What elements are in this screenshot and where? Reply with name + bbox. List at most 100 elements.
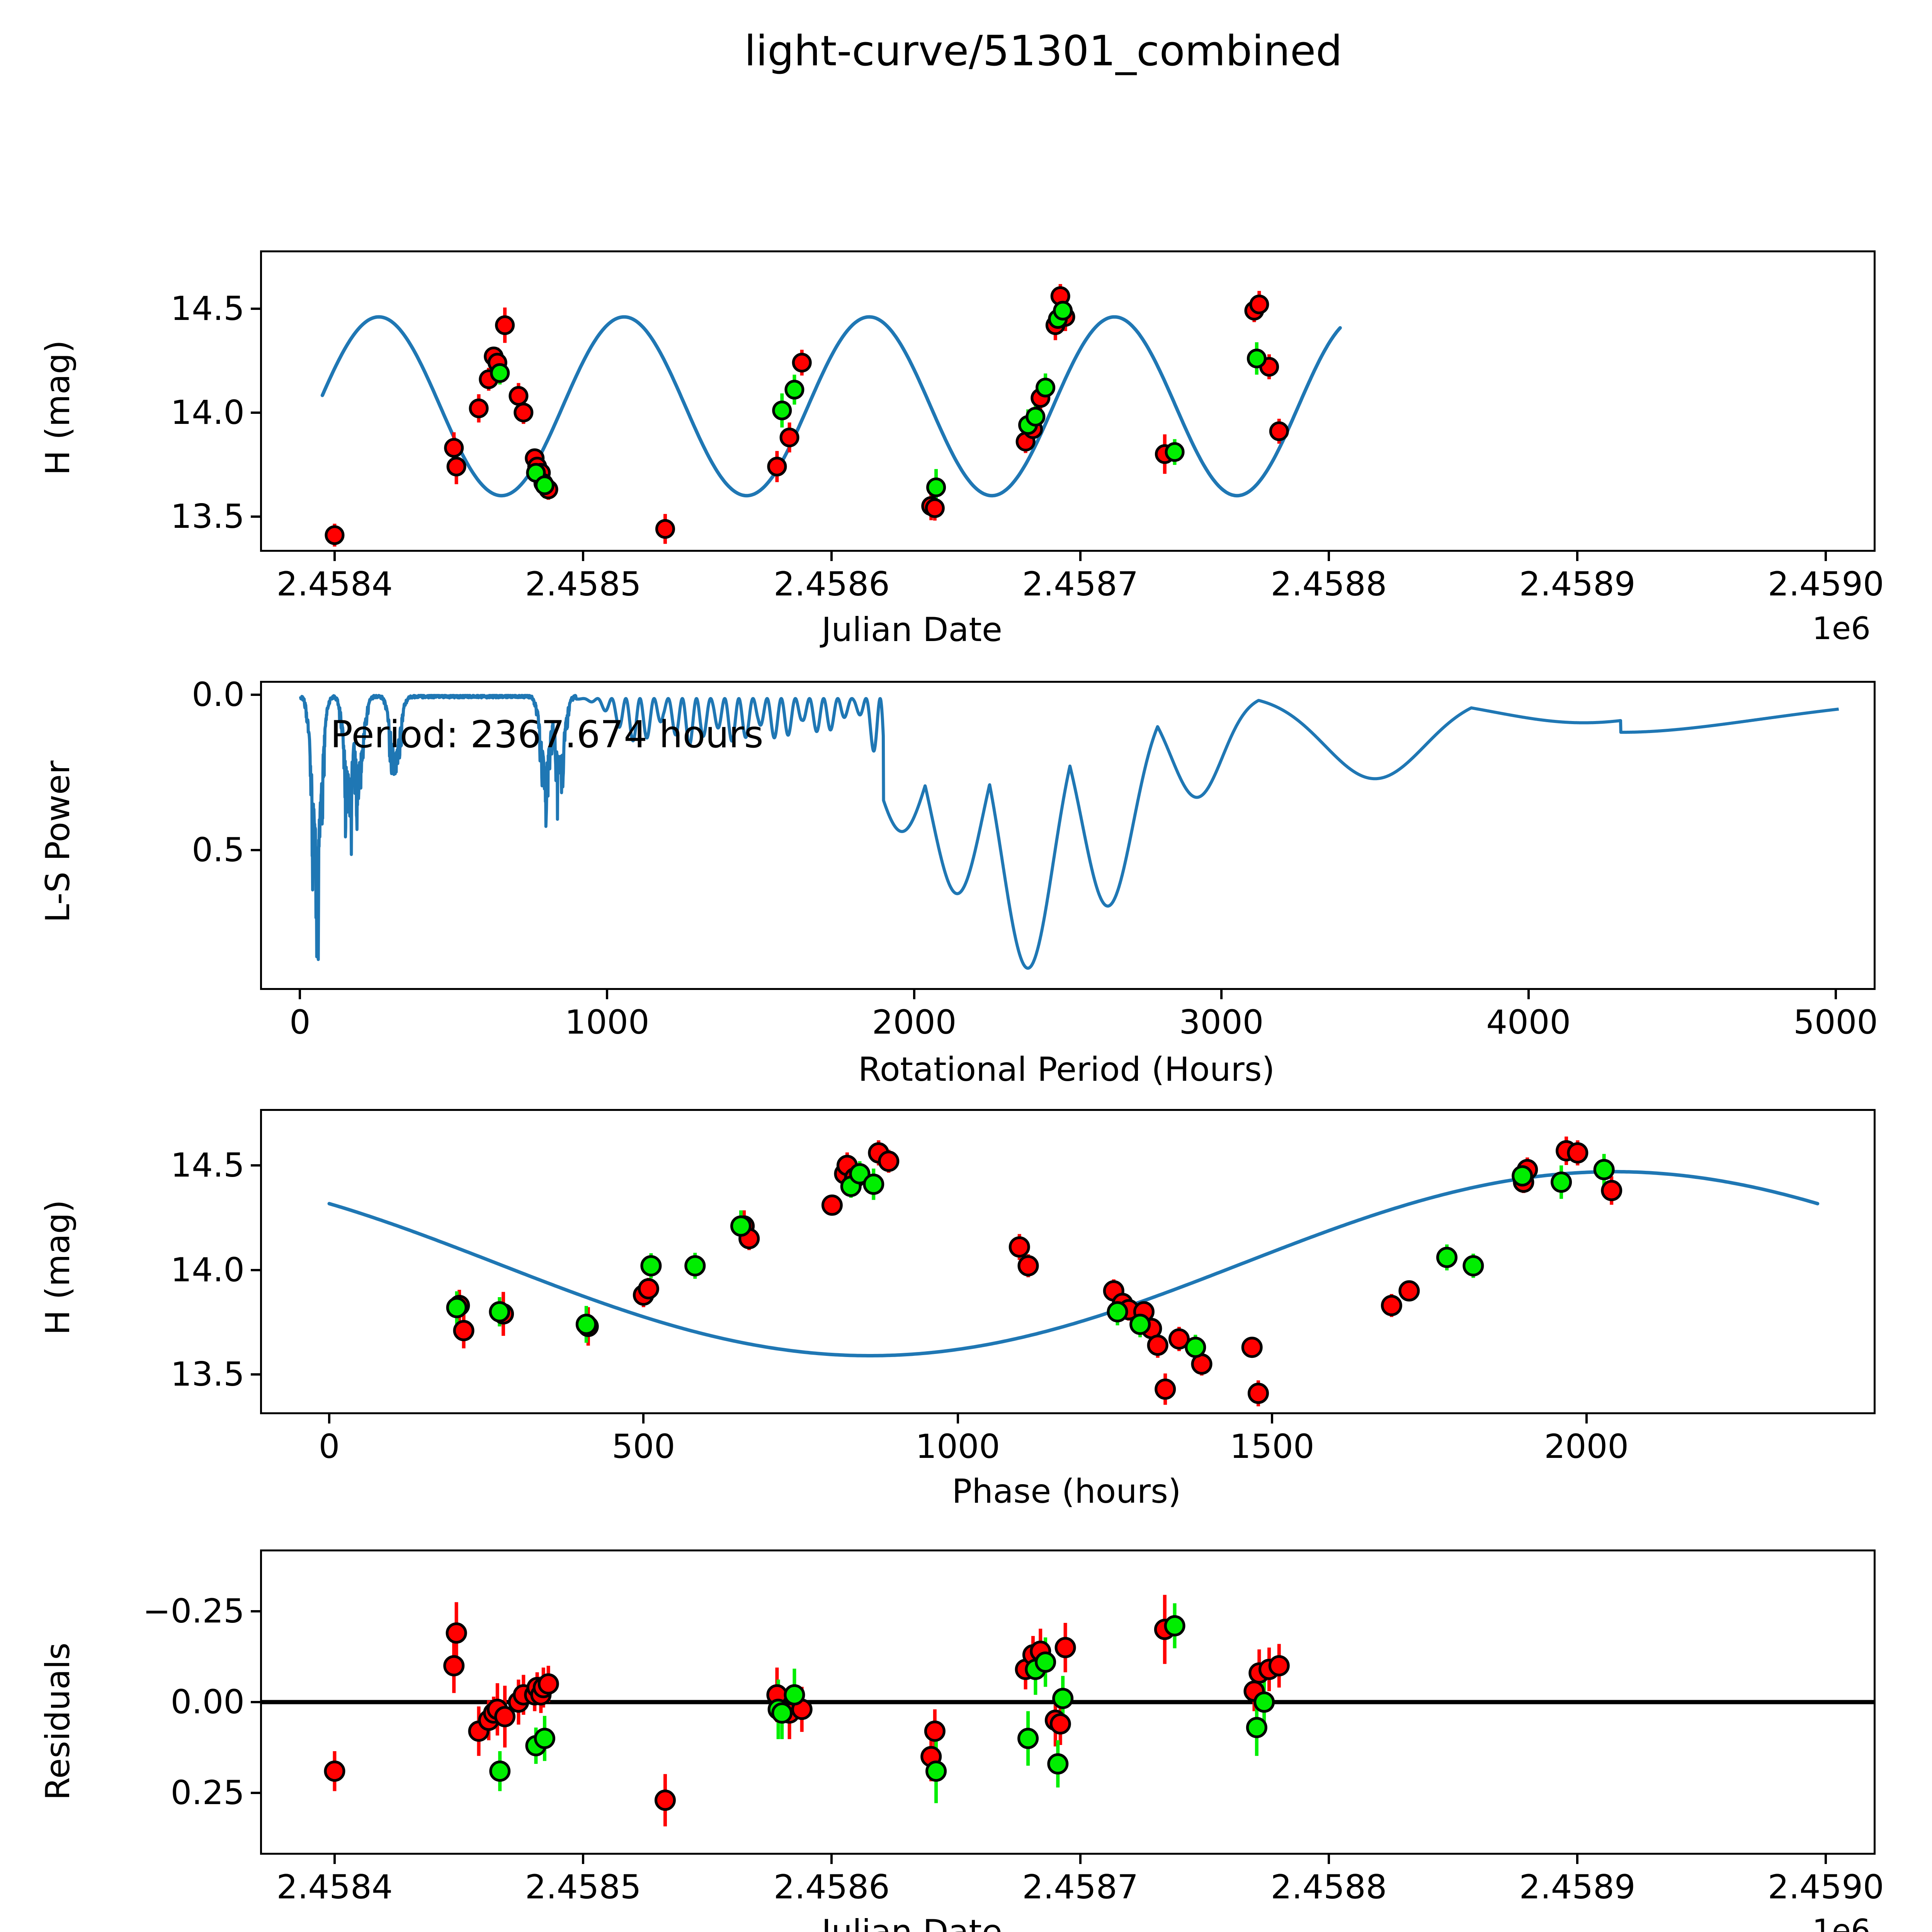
data-point: [1593, 1159, 1615, 1180]
panel-periodogram-plot: [299, 694, 1840, 970]
lightcurve-y-tick-label: 13.5: [170, 497, 245, 536]
phasefold-x-tick-label: 1500: [1230, 1427, 1315, 1466]
data-point: [1551, 1171, 1572, 1193]
panel-residuals: [260, 1549, 1876, 1855]
data-point: [1247, 349, 1267, 369]
data-point: [925, 1760, 947, 1782]
lightcurve-x-tick-mark: [1825, 552, 1827, 561]
data-point: [443, 1655, 465, 1677]
lightcurve-x-tick-label: 2.4587: [1022, 565, 1139, 604]
periodogram-y-tick-mark: [251, 849, 260, 852]
data-point: [495, 315, 515, 335]
data-point: [1268, 1655, 1290, 1677]
periodogram-y-tick-label: 0.5: [192, 831, 245, 870]
data-point: [1601, 1180, 1622, 1201]
phasefold-y-tick-label: 14.0: [170, 1250, 245, 1289]
lightcurve-y-tick-mark: [251, 307, 260, 310]
data-point: [534, 1728, 555, 1749]
data-point: [1155, 1378, 1176, 1400]
residuals-x-tick-mark: [1327, 1855, 1330, 1864]
panel-lightcurve-plot: [320, 284, 1342, 547]
residuals-y-tick-mark: [251, 1701, 260, 1703]
lightcurve-y-tick-label: 14.0: [170, 393, 245, 432]
data-point: [1253, 1691, 1275, 1713]
data-point: [494, 1706, 516, 1728]
residuals-y-tick-label: 0.25: [170, 1774, 245, 1813]
data-point: [446, 456, 466, 476]
residuals-x-tick-label: 2.4590: [1767, 1868, 1884, 1906]
phasefold-x-tick-label: 2000: [1544, 1427, 1629, 1466]
data-point: [638, 1278, 659, 1299]
data-point: [925, 498, 945, 518]
residuals-x-tick-mark: [830, 1855, 833, 1864]
residuals-x-tick-mark: [333, 1855, 336, 1864]
periodogram-x-axis-label: Rotational Period (Hours): [858, 1050, 1275, 1089]
periodogram-x-tick-label: 3000: [1179, 1003, 1264, 1042]
model-fit-curve: [327, 1170, 1820, 1357]
data-point: [1164, 1615, 1185, 1636]
data-point: [1053, 301, 1073, 321]
phasefold-x-tick-label: 0: [318, 1427, 340, 1466]
residuals-y-tick-mark: [251, 1610, 260, 1612]
data-point: [730, 1215, 752, 1237]
periodogram-x-tick-mark: [299, 990, 301, 999]
panel-lightcurve-frame: [260, 250, 1876, 552]
periodogram-x-tick-label: 1000: [565, 1003, 650, 1042]
lightcurve-x-tick-mark: [1327, 552, 1330, 561]
data-point: [1567, 1142, 1588, 1164]
panel-residuals-plot: [260, 1595, 1876, 1827]
data-point: [1147, 1334, 1168, 1356]
residuals-x-tick-label: 2.4589: [1519, 1868, 1636, 1906]
data-point: [509, 386, 529, 406]
data-point: [1107, 1301, 1128, 1323]
data-point: [575, 1313, 597, 1335]
panel-periodogram: [260, 681, 1876, 990]
data-point: [1247, 1383, 1269, 1404]
data-point: [849, 1163, 871, 1185]
data-point: [878, 1150, 900, 1172]
data-point: [1129, 1313, 1151, 1335]
data-point: [1246, 1717, 1267, 1738]
residuals-x-tick-mark: [1079, 1855, 1082, 1864]
data-point: [684, 1255, 706, 1277]
data-point: [1185, 1337, 1206, 1358]
data-point: [1512, 1165, 1533, 1187]
data-point: [537, 1673, 559, 1695]
residuals-x-tick-label: 2.4586: [773, 1868, 890, 1906]
data-point: [1026, 406, 1046, 427]
data-point: [1463, 1255, 1484, 1277]
periodogram-x-tick-mark: [1220, 990, 1223, 999]
panel-phasefold: [260, 1109, 1876, 1414]
panel-lightcurve: [260, 250, 1876, 552]
data-point: [924, 1720, 946, 1742]
data-point: [640, 1255, 662, 1277]
periodogram-x-tick-mark: [606, 990, 609, 999]
periodogram-x-tick-label: 0: [289, 1003, 311, 1042]
residuals-x-tick-label: 2.4588: [1270, 1868, 1387, 1906]
lightcurve-x-tick-mark: [1576, 552, 1579, 561]
data-point: [1165, 442, 1185, 462]
periodogram-x-tick-mark: [913, 990, 916, 999]
data-point: [1009, 1236, 1030, 1258]
residuals-x-tick-label: 2.4587: [1022, 1868, 1139, 1906]
data-point: [821, 1194, 843, 1216]
phasefold-y-tick-mark: [251, 1269, 260, 1271]
data-point: [792, 352, 812, 372]
residuals-x-tick-mark: [582, 1855, 585, 1864]
data-point: [444, 438, 464, 458]
lightcurve-y-tick-mark: [251, 411, 260, 414]
lightcurve-x-tick-label: 2.4585: [525, 565, 641, 604]
data-point: [1436, 1247, 1458, 1268]
periodogram-curve: [299, 694, 1840, 970]
data-point: [1047, 1753, 1069, 1775]
lightcurve-y-tick-mark: [251, 515, 260, 518]
lightcurve-x-tick-label: 2.4588: [1270, 565, 1387, 604]
phasefold-x-tick-mark: [956, 1414, 959, 1423]
residuals-x-tick-mark: [1576, 1855, 1579, 1864]
lightcurve-x-tick-label: 2.4590: [1767, 565, 1884, 604]
data-point: [772, 400, 792, 420]
periodogram-x-tick-label: 4000: [1486, 1003, 1571, 1042]
phasefold-y-tick-label: 13.5: [170, 1355, 245, 1394]
data-point: [1398, 1280, 1420, 1302]
